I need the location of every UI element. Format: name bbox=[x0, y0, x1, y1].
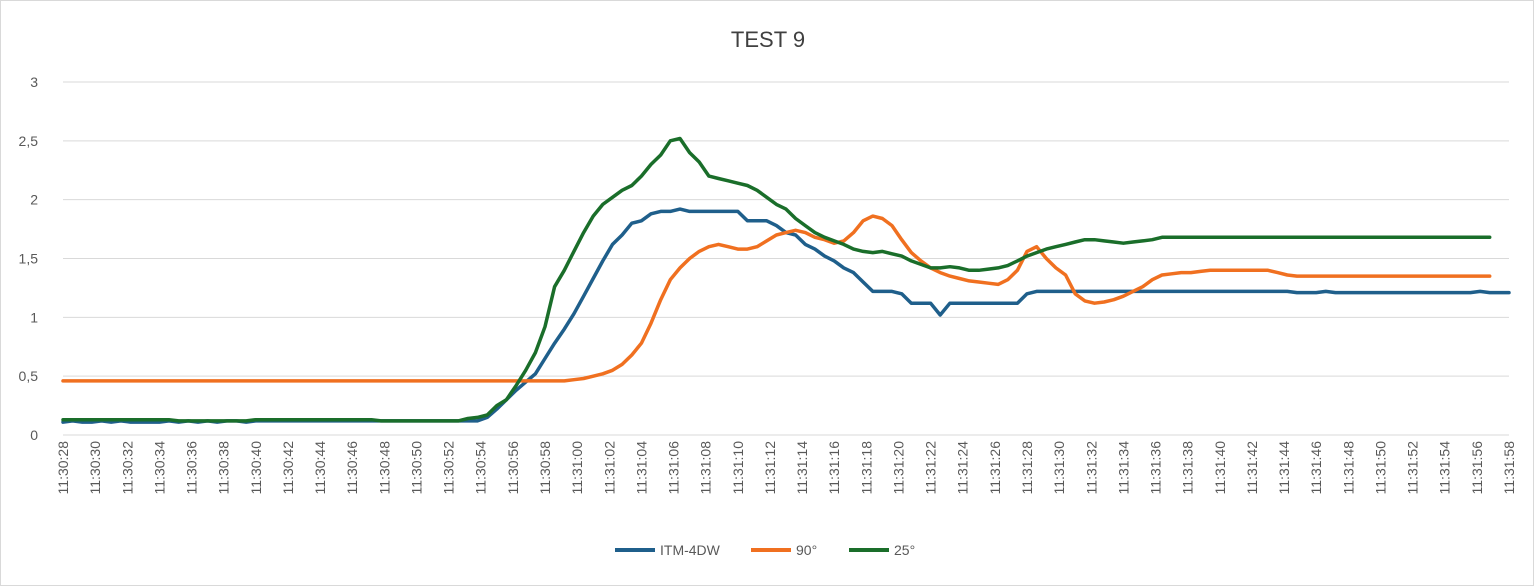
x-tick-label: 11:31:42 bbox=[1244, 441, 1260, 495]
x-tick-label: 11:30:46 bbox=[344, 441, 360, 495]
series-line-0 bbox=[61, 207, 1511, 424]
x-tick-label: 11:30:30 bbox=[87, 441, 103, 495]
x-tick-label: 11:31:30 bbox=[1051, 441, 1067, 495]
x-tick-label: 11:30:32 bbox=[119, 441, 135, 495]
x-tick-label: 11:31:04 bbox=[633, 441, 649, 495]
x-tick-label: 11:31:44 bbox=[1276, 441, 1292, 495]
y-axis-ticks: 0 0,5 1 1,5 2 2,5 3 bbox=[19, 74, 39, 443]
x-tick-label: 11:30:58 bbox=[537, 441, 553, 495]
y-tick-label: 1,5 bbox=[19, 251, 39, 267]
x-tick-label: 11:30:54 bbox=[473, 441, 489, 495]
x-tick-label: 11:31:32 bbox=[1083, 441, 1099, 495]
x-tick-label: 11:31:46 bbox=[1308, 441, 1324, 495]
series-line-2 bbox=[61, 136, 1492, 423]
x-tick-label: 11:31:36 bbox=[1148, 441, 1164, 495]
x-tick-label: 11:31:02 bbox=[601, 441, 617, 495]
x-tick-label: 11:31:14 bbox=[794, 441, 810, 495]
x-tick-label: 11:31:12 bbox=[762, 441, 778, 495]
y-tick-label: 0 bbox=[30, 427, 38, 443]
x-tick-label: 11:31:08 bbox=[698, 441, 714, 495]
x-tick-label: 11:31:58 bbox=[1501, 441, 1517, 495]
x-tick-label: 11:31:38 bbox=[1180, 441, 1196, 495]
y-tick-label: 2,5 bbox=[19, 133, 39, 149]
x-tick-label: 11:31:54 bbox=[1437, 441, 1453, 495]
x-tick-label: 11:30:48 bbox=[376, 441, 392, 495]
x-tick-label: 11:31:56 bbox=[1469, 441, 1485, 495]
x-axis-ticks: 11:30:28 11:30:30 11:30:32 11:30:34 11:30:36… bbox=[55, 441, 1517, 495]
x-tick-label: 11:30:34 bbox=[151, 441, 167, 495]
legend-label-1: 90° bbox=[796, 542, 817, 558]
x-tick-label: 11:30:40 bbox=[248, 441, 264, 495]
series-lines bbox=[61, 136, 1511, 424]
legend-label-2: 25° bbox=[894, 542, 915, 558]
x-tick-label: 11:30:42 bbox=[280, 441, 296, 495]
x-tick-label: 11:30:36 bbox=[184, 441, 200, 495]
x-tick-label: 11:30:56 bbox=[505, 441, 521, 495]
x-tick-label: 11:31:00 bbox=[569, 441, 585, 495]
x-tick-label: 11:30:28 bbox=[55, 441, 71, 495]
y-tick-label: 2 bbox=[30, 192, 38, 208]
y-tick-label: 1 bbox=[30, 309, 38, 325]
x-tick-label: 11:31:26 bbox=[987, 441, 1003, 495]
x-tick-label: 11:31:48 bbox=[1340, 441, 1356, 495]
x-tick-label: 11:31:24 bbox=[955, 441, 971, 495]
x-tick-label: 11:30:50 bbox=[408, 441, 424, 495]
legend-label-0: ITM-4DW bbox=[660, 542, 721, 558]
x-tick-label: 11:31:10 bbox=[730, 441, 746, 495]
x-tick-label: 11:30:52 bbox=[441, 441, 457, 495]
y-tick-label: 3 bbox=[30, 74, 38, 90]
x-tick-label: 11:31:40 bbox=[1212, 441, 1228, 495]
grid-lines bbox=[63, 81, 1509, 436]
x-tick-label: 11:31:28 bbox=[1019, 441, 1035, 495]
x-tick-label: 11:31:22 bbox=[923, 441, 939, 495]
x-tick-label: 11:30:38 bbox=[216, 441, 232, 495]
x-tick-label: 11:31:18 bbox=[858, 441, 874, 495]
x-tick-label: 11:30:44 bbox=[312, 441, 328, 495]
x-tick-label: 11:31:34 bbox=[1115, 441, 1131, 495]
x-tick-label: 11:31:06 bbox=[666, 441, 682, 495]
chart-title: TEST 9 bbox=[731, 27, 805, 52]
y-tick-label: 0,5 bbox=[19, 368, 39, 384]
x-tick-label: 11:31:52 bbox=[1405, 441, 1421, 495]
x-tick-label: 11:31:16 bbox=[826, 441, 842, 495]
x-tick-label: 11:31:50 bbox=[1372, 441, 1388, 495]
series-line-1 bbox=[61, 214, 1492, 383]
legend: ITM-4DW 90° 25° bbox=[615, 542, 915, 558]
x-tick-label: 11:31:20 bbox=[890, 441, 906, 495]
